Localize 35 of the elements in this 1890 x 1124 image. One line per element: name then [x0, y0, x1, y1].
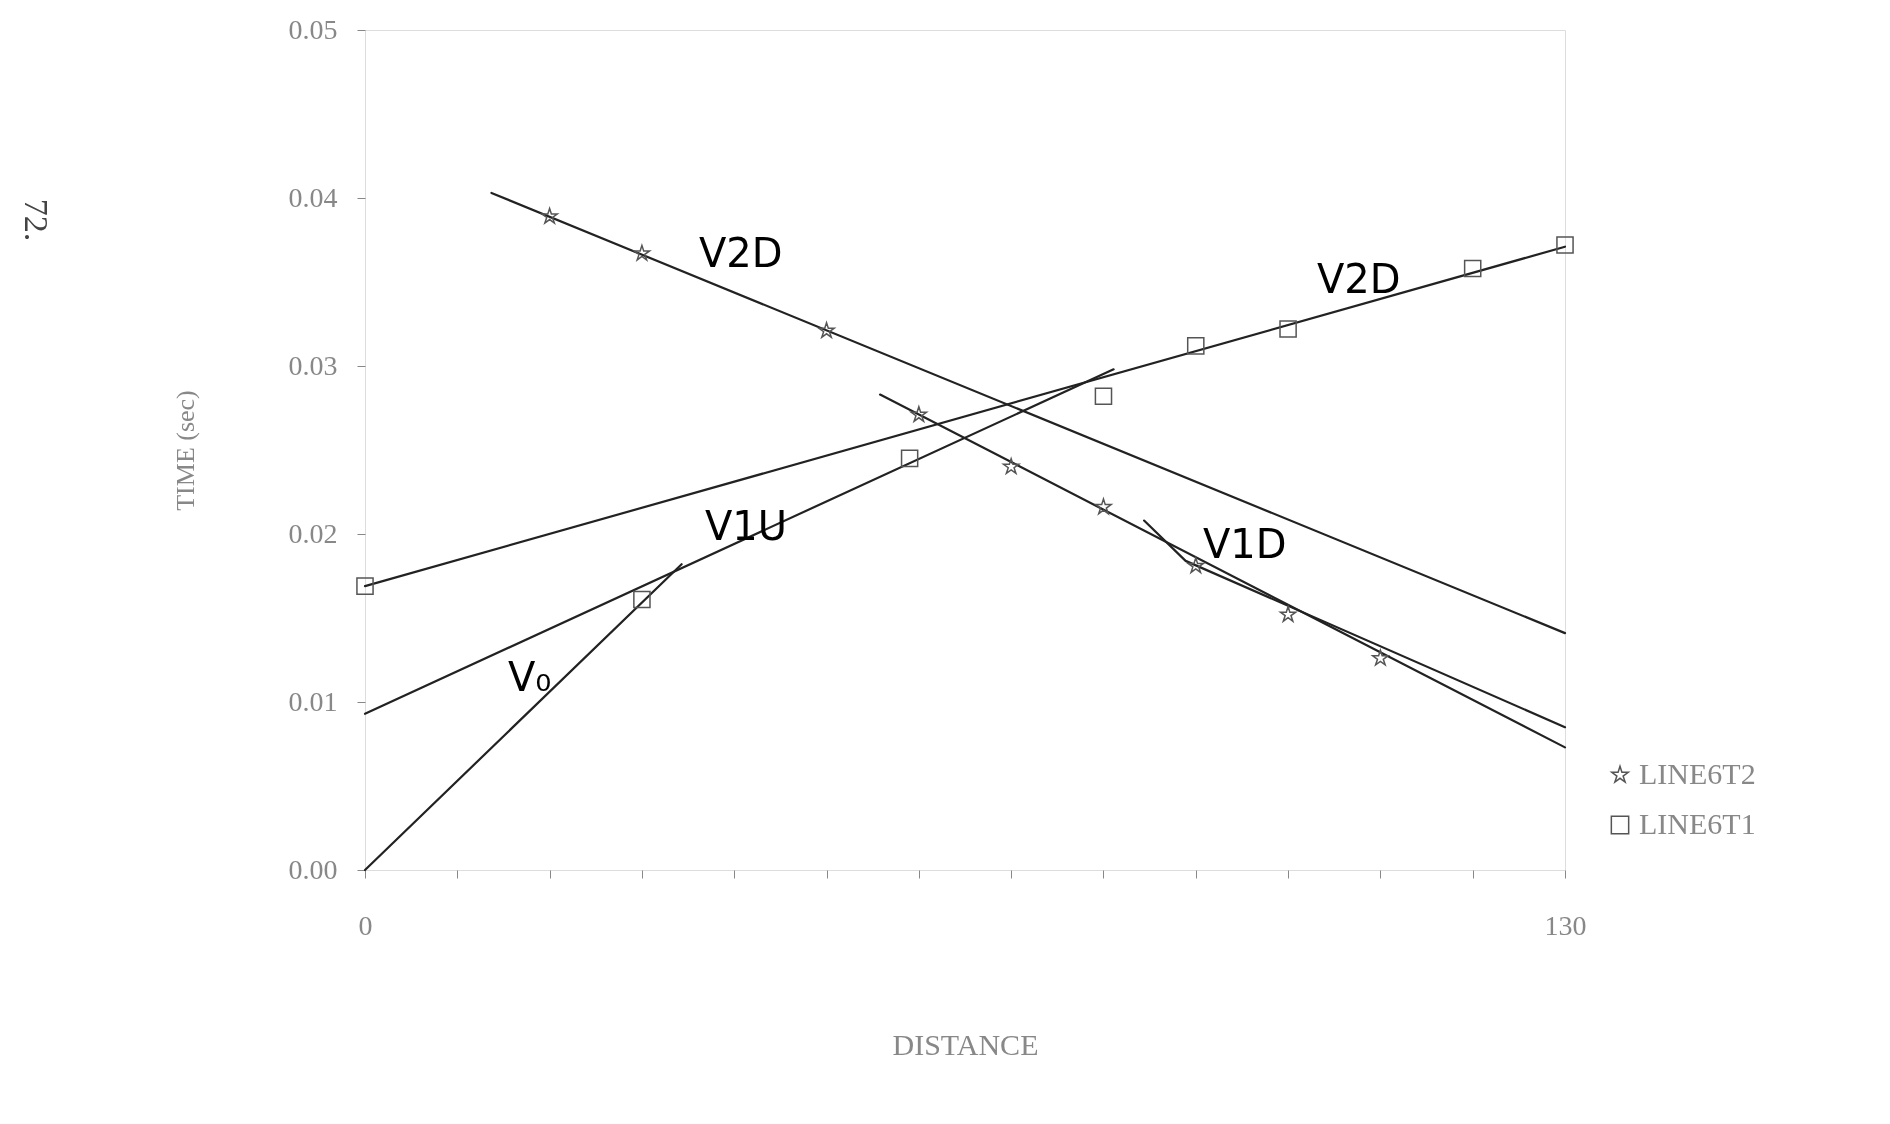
point — [818, 321, 835, 338]
point — [1094, 387, 1113, 406]
point — [1279, 605, 1297, 622]
point — [633, 590, 651, 609]
annotation: V2D — [1317, 256, 1401, 302]
point — [1556, 236, 1574, 254]
point — [1186, 337, 1205, 355]
y-tick-label: 0.00 — [288, 853, 338, 885]
point — [356, 577, 374, 595]
annotation: V1U — [705, 503, 788, 549]
point — [541, 207, 559, 224]
point — [1279, 320, 1297, 338]
point — [633, 244, 651, 261]
point — [1463, 259, 1482, 278]
point — [1095, 498, 1112, 515]
annotation: V1D — [1203, 521, 1287, 567]
y-tick-label: 0.03 — [288, 349, 338, 381]
y-tick-label: 0.05 — [288, 13, 338, 45]
text: 72. — [18, 198, 55, 242]
x-tick-label: 0 — [358, 909, 373, 941]
x-tick-label: 130 — [1544, 909, 1587, 941]
point — [1371, 649, 1389, 666]
point — [1187, 557, 1205, 574]
legend-label: LINE6T2 — [1639, 757, 1756, 790]
legend-label: LINE6T1 — [1639, 807, 1756, 840]
x-axis-title: DISTANCE — [892, 1027, 1039, 1061]
annotation: V₀ — [508, 654, 552, 700]
y-axis-title: TIME (sec) — [170, 390, 200, 511]
y-tick-label: 0.02 — [288, 517, 338, 549]
point — [910, 405, 928, 422]
annotation: V2D — [699, 230, 783, 276]
y-tick-label: 0.01 — [288, 685, 338, 717]
y-tick-label: 0.04 — [288, 181, 338, 213]
point — [900, 449, 919, 468]
point — [1002, 457, 1020, 475]
